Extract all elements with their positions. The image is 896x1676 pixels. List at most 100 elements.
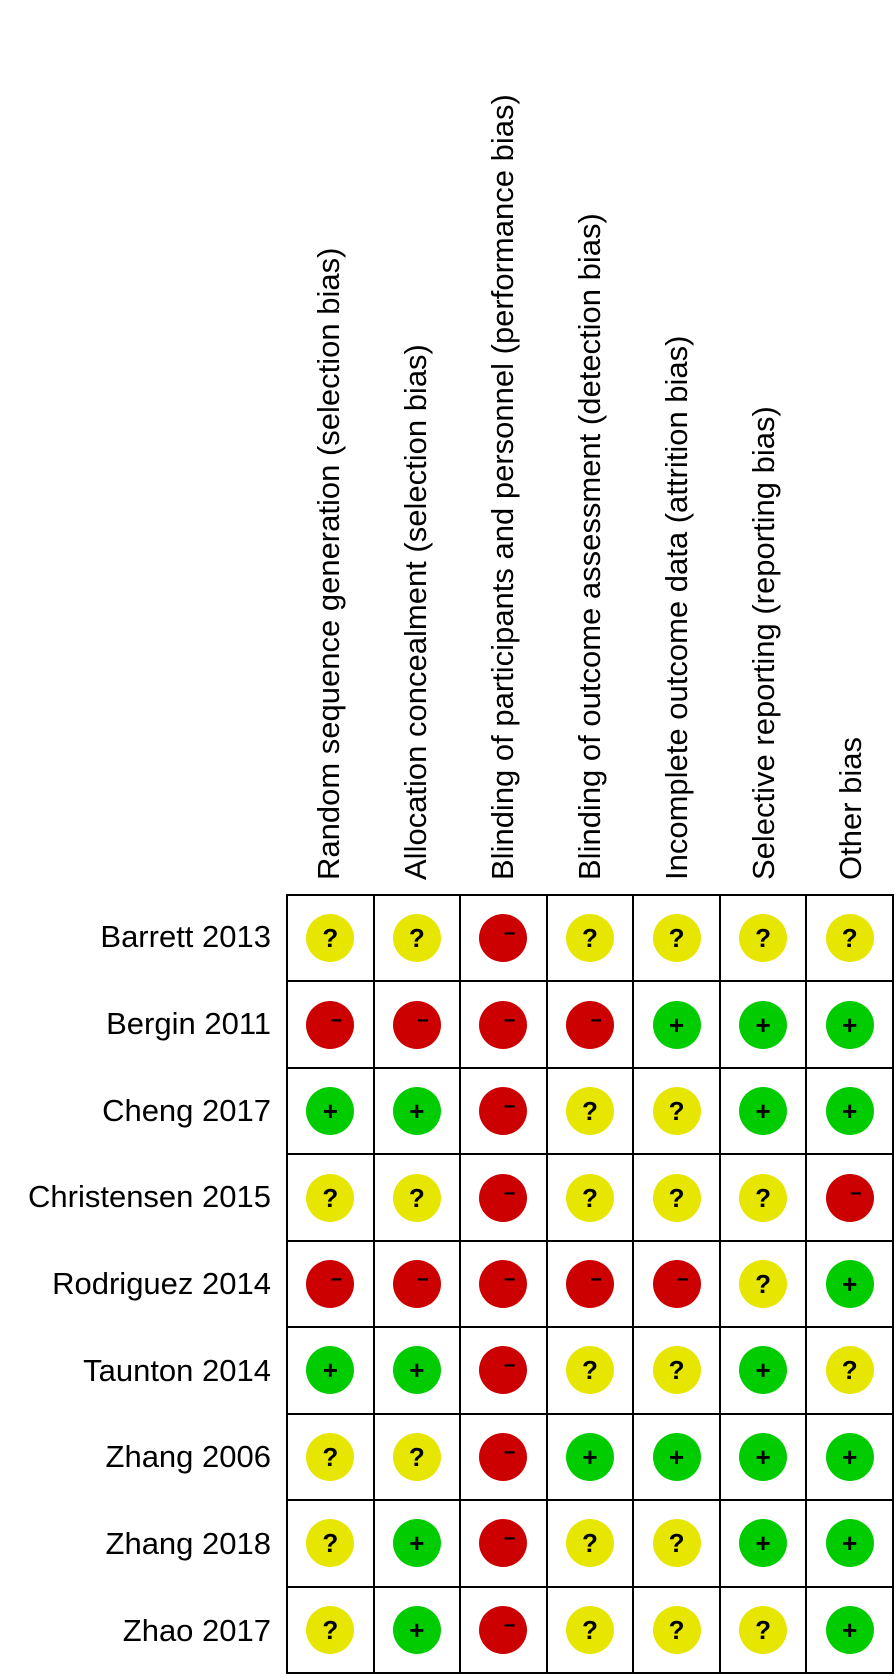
unclear-risk-icon: ? [652, 1346, 701, 1395]
rating-symbol: − [503, 1096, 516, 1119]
rating-cell: + [720, 1068, 808, 1156]
rating-cell: − [374, 1241, 462, 1329]
rating-cell: ? [288, 1155, 375, 1242]
high-risk-icon: − [479, 1087, 528, 1136]
rating-cell: − [807, 1155, 894, 1242]
domain-header: Allocation concealment (selection bias) [398, 344, 434, 880]
rating-symbol: ? [582, 1528, 598, 1559]
high-risk-icon: − [652, 1259, 701, 1308]
rating-symbol: ? [322, 923, 339, 954]
unclear-risk-icon: ? [565, 1346, 614, 1395]
rating-cell: ? [288, 1587, 375, 1674]
rating-symbol: ? [582, 1182, 598, 1213]
unclear-risk-icon: ? [739, 914, 788, 963]
low-risk-icon: + [739, 1087, 788, 1136]
rating-symbol: + [409, 1614, 425, 1645]
rating-cell: ? [807, 1328, 894, 1415]
high-risk-icon: − [479, 914, 528, 963]
low-risk-icon: + [825, 1605, 874, 1654]
rating-symbol: ? [841, 923, 858, 954]
high-risk-icon: − [479, 1000, 528, 1049]
low-risk-icon: + [652, 1000, 701, 1049]
low-risk-icon: + [825, 1000, 874, 1049]
low-risk-icon: + [825, 1087, 874, 1136]
high-risk-icon: − [479, 1605, 528, 1654]
unclear-risk-icon: ? [739, 1605, 788, 1654]
rating-cell: − [461, 982, 548, 1069]
low-risk-icon: + [392, 1605, 441, 1654]
rating-cell: + [374, 1501, 462, 1588]
rating-symbol: + [755, 1441, 771, 1472]
rating-cell: + [547, 1414, 635, 1502]
rating-cell: ? [374, 896, 462, 983]
high-risk-icon: − [479, 1259, 528, 1308]
unclear-risk-icon: ? [652, 1519, 701, 1568]
rating-cell: ? [634, 1155, 721, 1242]
rating-cell: − [461, 1241, 548, 1329]
rating-symbol: + [842, 1268, 858, 1299]
rating-symbol: − [849, 1182, 862, 1205]
low-risk-icon: + [306, 1346, 355, 1395]
rating-symbol: ? [755, 1614, 772, 1645]
unclear-risk-icon: ? [565, 1519, 614, 1568]
rating-symbol: + [842, 1009, 858, 1040]
rating-cell: ? [634, 1587, 721, 1674]
unclear-risk-icon: ? [306, 1519, 355, 1568]
rating-cell: ? [547, 1328, 635, 1415]
rating-cell: + [288, 1068, 375, 1156]
rating-symbol: − [503, 1441, 516, 1464]
rating-symbol: + [409, 1096, 425, 1127]
rating-cell: ? [374, 1414, 462, 1502]
high-risk-icon: − [306, 1259, 355, 1308]
low-risk-icon: + [825, 1259, 874, 1308]
unclear-risk-icon: ? [392, 1432, 441, 1481]
low-risk-icon: + [739, 1432, 788, 1481]
unclear-risk-icon: ? [565, 1173, 614, 1222]
rating-cell: + [634, 982, 721, 1069]
rating-symbol: − [503, 1182, 516, 1205]
rating-cell: − [461, 1587, 548, 1674]
rating-cell: − [461, 896, 548, 983]
unclear-risk-icon: ? [739, 1173, 788, 1222]
domain-header: Blinding of outcome assessment (detectio… [571, 213, 607, 880]
unclear-risk-icon: ? [306, 914, 355, 963]
rating-symbol: + [322, 1355, 338, 1386]
unclear-risk-icon: ? [652, 1087, 701, 1136]
rating-cell: ? [288, 1501, 375, 1588]
high-risk-icon: − [479, 1173, 528, 1222]
study-label: Zhang 2018 [105, 1526, 271, 1561]
rating-cell: + [807, 982, 894, 1069]
study-label: Zhao 2017 [122, 1612, 271, 1648]
rating-symbol: + [842, 1096, 858, 1127]
rating-symbol: + [755, 1009, 771, 1040]
rating-cell: − [461, 1068, 548, 1156]
unclear-risk-icon: ? [392, 1173, 441, 1222]
rating-symbol: ? [841, 1355, 858, 1386]
rating-symbol: − [417, 1268, 429, 1291]
low-risk-icon: + [739, 1519, 788, 1568]
study-label: Bergin 2011 [106, 1006, 271, 1041]
rating-symbol: − [503, 1355, 516, 1378]
rating-cell: + [807, 1501, 894, 1588]
rating-symbol: ? [755, 1182, 772, 1213]
rating-cell: ? [720, 1155, 808, 1242]
rating-cell: ? [634, 1068, 721, 1156]
study-label: Taunton 2014 [83, 1352, 271, 1388]
domain-header: Other bias [832, 736, 868, 880]
rating-symbol: ? [668, 1182, 685, 1213]
rating-symbol: − [503, 923, 516, 946]
rating-cell: − [634, 1241, 721, 1329]
rating-cell: ? [547, 1155, 635, 1242]
rating-cell: + [374, 1068, 462, 1156]
unclear-risk-icon: ? [565, 1087, 614, 1136]
rating-symbol: ? [408, 923, 425, 954]
low-risk-icon: + [306, 1087, 355, 1136]
rating-symbol: + [842, 1441, 858, 1472]
rating-symbol: − [503, 1614, 516, 1637]
rating-symbol: + [842, 1528, 858, 1559]
domain-header: Blinding of participants and personnel (… [485, 94, 521, 880]
rating-symbol: − [590, 1268, 602, 1291]
study-label: Zhang 2006 [105, 1439, 271, 1475]
low-risk-icon: + [825, 1519, 874, 1568]
rating-cell: − [547, 1241, 635, 1329]
